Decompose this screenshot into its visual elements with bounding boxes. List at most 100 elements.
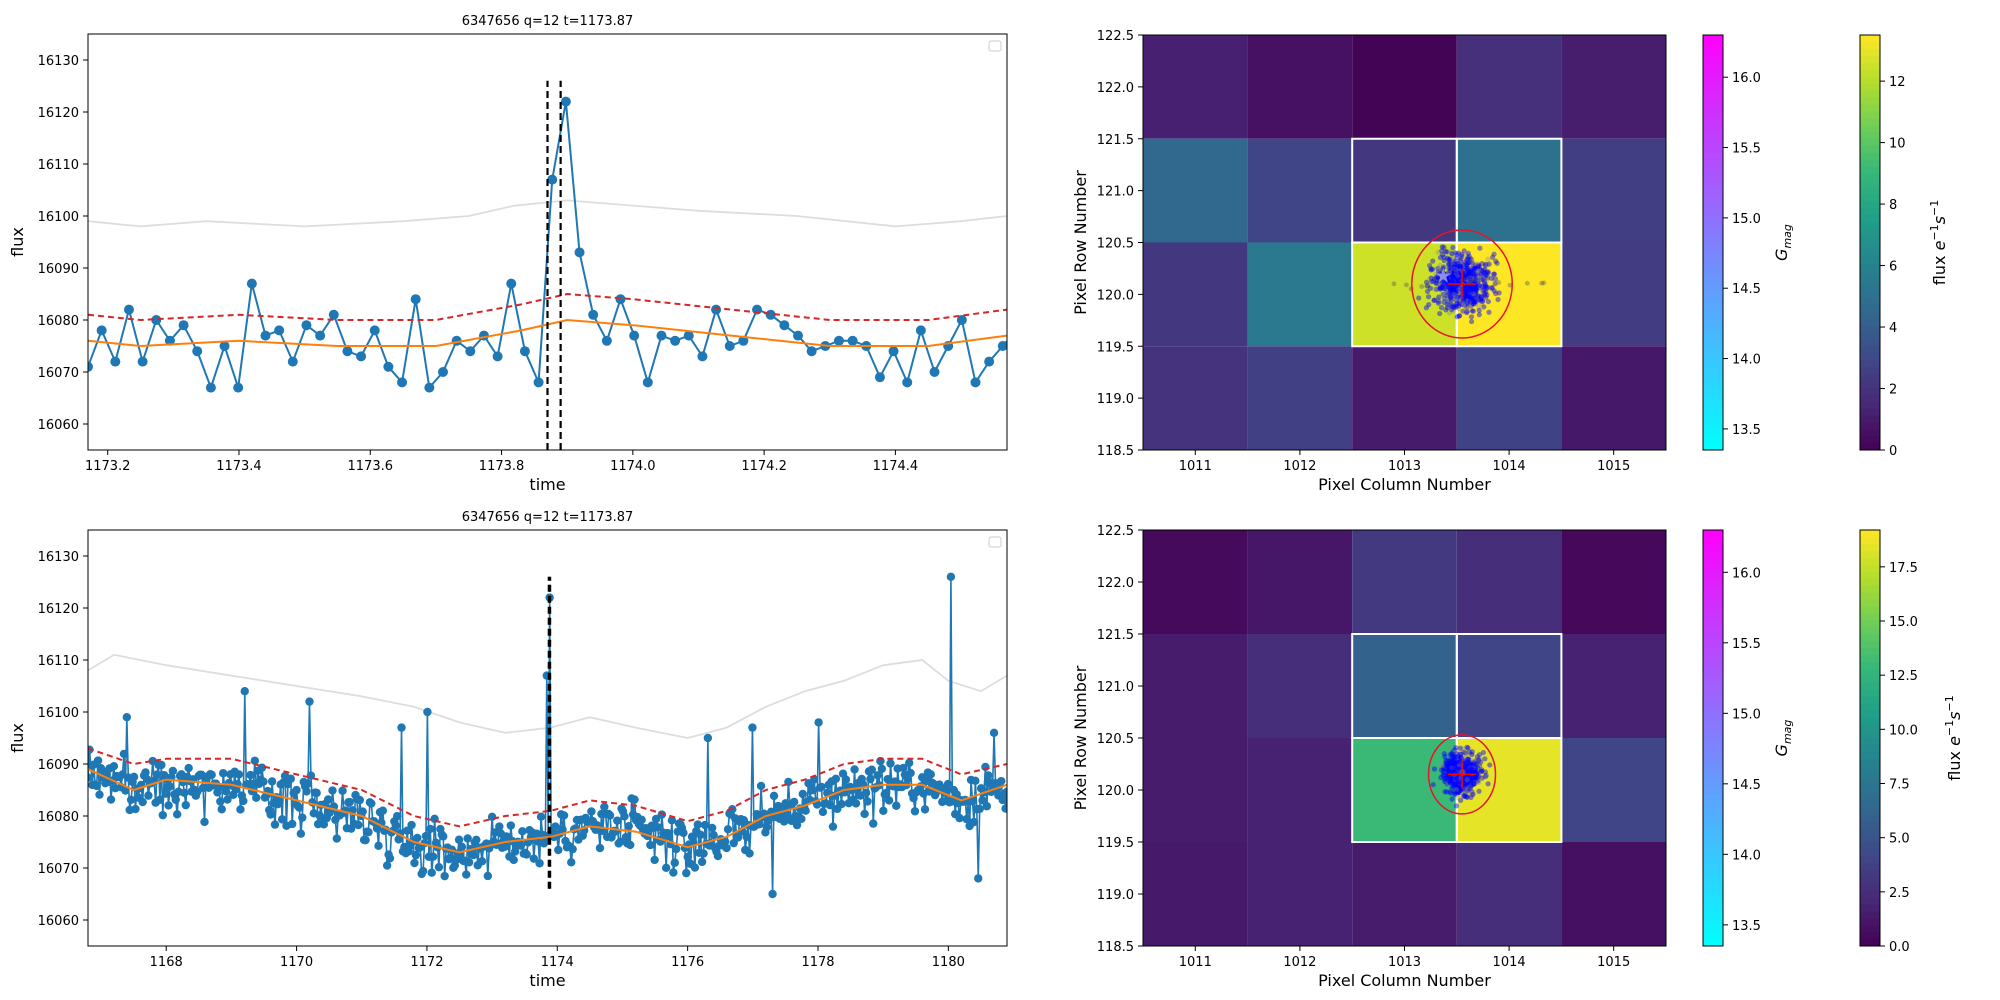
- centroid-point: [1450, 764, 1456, 770]
- flux-point: [296, 829, 306, 838]
- centroid-point: [1438, 305, 1445, 311]
- y-tick-label: 16100: [38, 210, 79, 225]
- centroid-point: [1477, 283, 1483, 290]
- colorbar-step: [1860, 612, 1880, 621]
- flux-point: [165, 782, 175, 791]
- flux-point: [200, 817, 209, 827]
- axes-frame: [87, 529, 1008, 947]
- flux-point: [910, 807, 920, 816]
- centroid-point: [1469, 318, 1475, 325]
- flux-point: [358, 807, 367, 816]
- flux-point: [851, 799, 861, 808]
- centroid-point: [1464, 273, 1470, 279]
- centroid-point: [1457, 763, 1463, 770]
- centroid-point: [1457, 292, 1463, 299]
- centroid-point: [1456, 276, 1462, 282]
- centroid-point: [1466, 288, 1472, 294]
- y-axis-label: flux: [8, 723, 27, 753]
- flux-point: [144, 791, 153, 800]
- flux-point: [955, 813, 964, 823]
- colorbar-step: [1703, 339, 1723, 347]
- centroid-point: [1476, 264, 1482, 270]
- centroid-point: [1467, 776, 1473, 782]
- colorbar-step: [1703, 290, 1723, 299]
- centroid-point: [1482, 280, 1488, 287]
- pixel-cell: [1143, 138, 1248, 243]
- centroid-point: [1481, 275, 1487, 281]
- centroid-point: [1470, 769, 1476, 775]
- y-tick-label: 122.5: [1097, 29, 1134, 44]
- centroid-point: [1476, 282, 1482, 289]
- centroid-point: [1481, 287, 1487, 293]
- centroid-point: [1480, 288, 1486, 294]
- colorbar-step: [1860, 193, 1880, 202]
- centroid-point: [1447, 767, 1453, 773]
- centroid-point: [1454, 273, 1460, 279]
- centroid-point: [1468, 760, 1474, 766]
- colorbar-step: [1703, 585, 1723, 593]
- centroid-point: [1447, 760, 1454, 766]
- centroid-point: [1463, 766, 1469, 772]
- centroid-point: [1444, 292, 1450, 299]
- centroid-point: [1456, 765, 1463, 771]
- centroid-point: [1454, 300, 1460, 306]
- centroid-outlier: [1539, 280, 1545, 286]
- centroid-point: [1445, 273, 1451, 279]
- colorbar-step: [1860, 592, 1880, 600]
- centroid-point: [1455, 276, 1461, 282]
- centroid-ellipse: [1411, 229, 1513, 339]
- flux-point: [756, 781, 766, 791]
- centroid-point: [1466, 294, 1472, 300]
- colorbar-step: [1703, 599, 1723, 607]
- centroid-point: [1451, 754, 1457, 760]
- centroid-point: [1456, 287, 1463, 293]
- centroid-point: [1475, 269, 1481, 275]
- colorbar-step: [1703, 564, 1723, 572]
- flux-point: [642, 377, 653, 388]
- centroid-point: [1432, 279, 1439, 286]
- threshold-line: [88, 747, 1007, 828]
- flux-point: [748, 723, 757, 732]
- flux-point: [588, 309, 599, 320]
- centroid-point: [1469, 286, 1475, 292]
- pixel-cell: [1247, 842, 1353, 946]
- centroid-point: [1452, 766, 1458, 772]
- centroid-point: [1452, 283, 1458, 289]
- centroid-point: [1464, 751, 1470, 757]
- centroid-point: [1449, 284, 1455, 290]
- pixel-cell: [1352, 138, 1457, 243]
- colorbar-step: [1860, 744, 1880, 753]
- centroid-point: [1457, 751, 1463, 757]
- centroid-point: [1471, 299, 1478, 306]
- centroid-point: [1468, 278, 1474, 285]
- centroid-point: [1450, 303, 1456, 309]
- centroid-point: [1436, 282, 1442, 288]
- centroid-point: [1469, 275, 1475, 281]
- flux-point: [860, 809, 869, 819]
- flux-point: [742, 832, 751, 842]
- colorbar-step: [1703, 228, 1723, 236]
- flux-point: [863, 797, 872, 806]
- flux-point: [219, 341, 230, 351]
- centroid-point: [1478, 271, 1484, 277]
- flux-point: [724, 341, 735, 351]
- centroid-point: [1456, 761, 1462, 767]
- colorbar-step: [1860, 332, 1880, 340]
- centroid-point: [1437, 286, 1443, 292]
- centroid-point: [1467, 289, 1473, 295]
- flux-point: [670, 858, 679, 867]
- centroid-point: [1471, 298, 1478, 305]
- centroid-point: [1455, 261, 1461, 267]
- centroid-point: [1458, 256, 1464, 262]
- flux-markers: [88, 96, 1007, 393]
- centroid-point: [1473, 774, 1479, 781]
- centroid-point: [1470, 776, 1476, 782]
- centroid-point: [1439, 281, 1446, 287]
- centroid-point: [1456, 275, 1462, 281]
- centroid-point: [1441, 772, 1447, 778]
- gaia-star-icon: ★: [1434, 264, 1452, 288]
- centroid-point: [1465, 765, 1471, 771]
- centroid-point: [1451, 777, 1457, 784]
- centroid-point: [1450, 273, 1456, 279]
- centroid-point: [1437, 277, 1443, 283]
